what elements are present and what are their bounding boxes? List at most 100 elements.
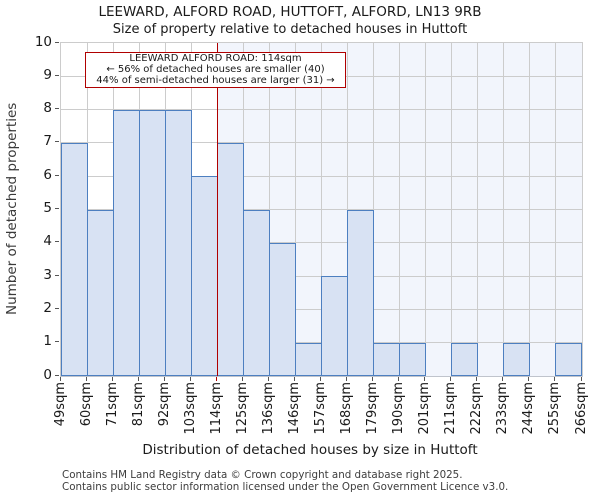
annotation-line1: LEEWARD ALFORD ROAD: 114sqm [129, 53, 302, 64]
footer-attribution: Contains HM Land Registry data © Crown c… [62, 469, 509, 493]
y-tick [55, 341, 59, 343]
x-tick-label: 157sqm [313, 382, 328, 435]
x-tick [476, 377, 478, 381]
x-tick [59, 377, 61, 381]
v-gridline [477, 43, 479, 376]
x-tick-label: 201sqm [417, 382, 433, 435]
x-tick [580, 377, 582, 381]
x-tick-label: 136sqm [260, 382, 276, 435]
x-tick [346, 377, 348, 381]
x-tick [528, 377, 530, 381]
histogram-bar [216, 142, 244, 376]
histogram-bar [373, 342, 401, 376]
histogram-bar [138, 109, 166, 376]
x-tick [85, 377, 87, 381]
v-gridline [321, 43, 322, 376]
x-tick [424, 377, 426, 381]
x-tick-label: 125sqm [234, 382, 250, 435]
x-tick [137, 377, 139, 381]
y-tick-label: 8 [43, 100, 52, 117]
footer-line1: Contains HM Land Registry data © Crown c… [62, 469, 463, 481]
x-axis-label: Distribution of detached houses by size … [142, 442, 478, 458]
y-tick [55, 374, 59, 376]
v-gridline [503, 43, 505, 376]
histogram-bar [555, 342, 583, 376]
y-tick [55, 141, 59, 143]
x-tick-label: 49sqm [52, 382, 68, 427]
annotation-box: LEEWARD ALFORD ROAD: 114sqm ← 56% of det… [85, 52, 346, 88]
histogram-bar [86, 209, 114, 376]
v-gridline [555, 43, 557, 376]
histogram-bar [451, 342, 479, 376]
plot-area [60, 42, 583, 377]
x-tick-label: 146sqm [286, 382, 302, 435]
v-gridline [294, 43, 296, 376]
x-tick [189, 377, 191, 381]
y-tick [55, 74, 59, 76]
histogram-bar [294, 342, 322, 376]
histogram-bar [60, 142, 88, 376]
x-tick [293, 377, 295, 381]
x-tick-label: 60sqm [78, 382, 94, 427]
histogram-bar [164, 109, 192, 376]
x-tick [163, 377, 165, 381]
x-tick [554, 377, 556, 381]
x-tick-label: 81sqm [130, 382, 146, 427]
x-tick [215, 377, 217, 381]
v-gridline [399, 43, 401, 376]
histogram-bar [242, 209, 270, 376]
x-tick-label: 266sqm [573, 382, 589, 435]
x-tick-label: 103sqm [182, 382, 198, 435]
y-tick-label: 1 [43, 333, 52, 350]
chart-title: LEEWARD, ALFORD ROAD, HUTTOFT, ALFORD, L… [98, 4, 482, 20]
x-tick-label: 222sqm [469, 382, 485, 435]
x-tick [502, 377, 504, 381]
histogram-bar [321, 276, 349, 376]
y-tick [55, 108, 59, 110]
x-tick [320, 377, 321, 381]
v-gridline [529, 43, 531, 376]
x-tick [450, 377, 452, 381]
histogram-bar [268, 242, 296, 376]
y-tick [55, 274, 59, 276]
x-tick-label: 114sqm [208, 382, 224, 435]
x-tick [267, 377, 269, 381]
x-tick [372, 377, 374, 381]
x-tick-label: 244sqm [521, 382, 537, 435]
annotation-line2: ← 56% of detached houses are smaller (40… [106, 63, 325, 75]
y-tick-label: 5 [43, 200, 52, 216]
histogram-bar [503, 342, 531, 376]
y-tick-label: 9 [43, 66, 52, 83]
y-tick [55, 208, 59, 209]
y-tick-label: 0 [43, 366, 52, 383]
x-tick-label: 168sqm [339, 382, 355, 435]
y-tick-label: 3 [43, 266, 52, 283]
histogram-bar [112, 109, 140, 376]
y-tick [55, 41, 59, 43]
footer-line2: Contains public sector information licen… [62, 480, 509, 493]
annotation-line3: 44% of semi-detached houses are larger (… [96, 74, 335, 86]
x-tick [111, 377, 113, 381]
x-tick [241, 377, 243, 381]
chart-subtitle: Size of property relative to detached ho… [112, 22, 468, 37]
y-tick-label: 10 [34, 33, 52, 50]
histogram-bar [347, 209, 375, 376]
x-tick-label: 71sqm [104, 382, 120, 427]
y-tick-label: 6 [43, 166, 52, 183]
y-tick [55, 241, 59, 243]
y-tick [55, 174, 59, 176]
x-tick-label: 92sqm [156, 382, 172, 427]
x-tick-label: 179sqm [365, 382, 381, 435]
x-tick-label: 233sqm [495, 382, 511, 435]
histogram-bar [190, 176, 218, 376]
x-tick-label: 211sqm [443, 382, 459, 435]
y-tick-label: 2 [43, 299, 52, 316]
histogram-bar [399, 342, 427, 376]
x-tick-label: 255sqm [547, 382, 563, 435]
v-gridline [425, 43, 427, 376]
x-tick-label: 190sqm [391, 382, 407, 435]
property-size-marker-line [216, 43, 219, 376]
y-tick [55, 307, 59, 309]
x-tick [398, 377, 400, 381]
